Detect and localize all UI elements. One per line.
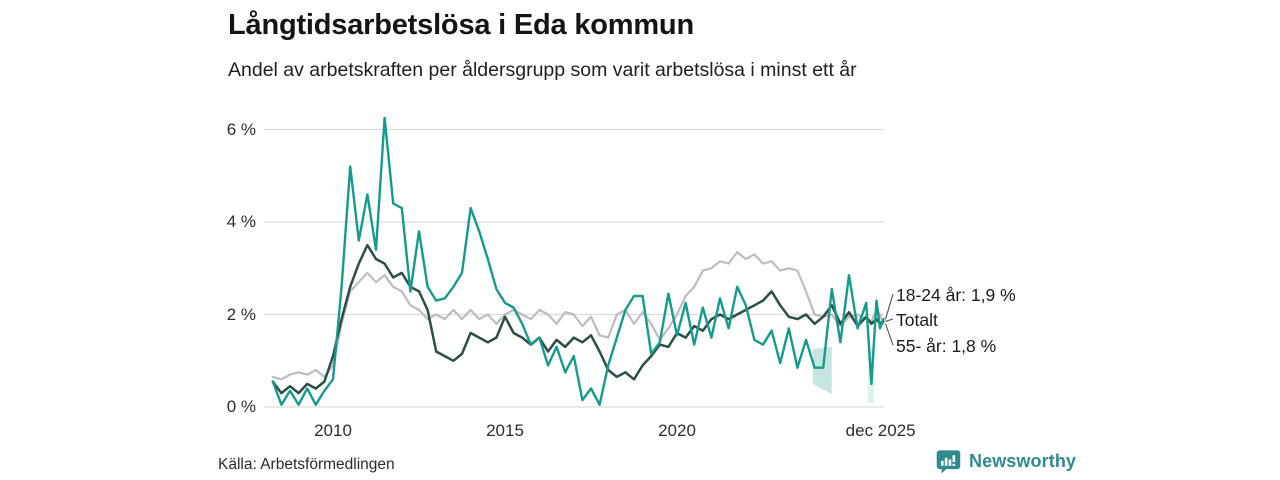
x-axis-tick: dec 2025 <box>845 421 916 440</box>
y-axis-tick: 4 % <box>226 212 256 231</box>
brand-logo: Newsworthy <box>935 448 1076 475</box>
y-axis-tick: 2 % <box>226 304 256 324</box>
annotation-leader-lines <box>884 293 894 346</box>
x-axis-tick: 2015 <box>486 421 524 440</box>
source-note: Källa: Arbetsförmedlingen <box>218 456 395 473</box>
series-label-totalt: Totalt <box>896 310 938 330</box>
page-title: Långtidsarbetslösa i Eda kommun <box>228 9 694 41</box>
uncertainty-bands <box>812 346 874 404</box>
chart-subtitle: Andel av arbetskraften per åldersgrupp s… <box>228 59 857 81</box>
y-axis-tick: 0 % <box>226 397 256 416</box>
series-label-55plus: 55- år: 1,8 % <box>896 336 997 356</box>
y-axis-tick: 6 % <box>226 119 256 139</box>
series-label-18-24: 18-24 år: 1,9 % <box>896 285 1016 305</box>
x-axis-tick: 2020 <box>658 421 696 440</box>
data-series-lines <box>271 116 885 406</box>
newsworthy-icon <box>936 450 961 474</box>
x-axis-tick: 2010 <box>314 421 352 440</box>
brand-name: Newsworthy <box>969 451 1077 471</box>
